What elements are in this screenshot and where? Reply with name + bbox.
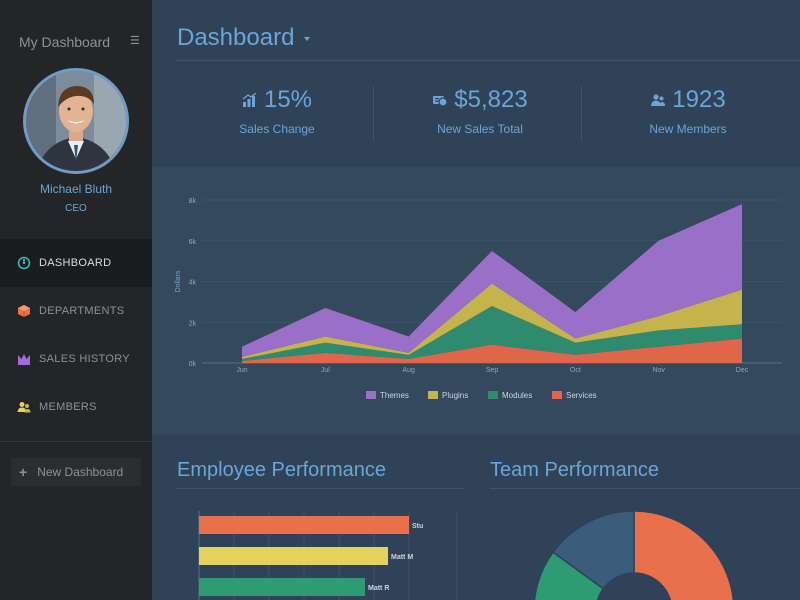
y-tick-label: 6k	[189, 239, 197, 246]
employee-bar[interactable]	[199, 578, 365, 596]
x-tick-label: Aug	[402, 367, 415, 374]
sidebar-item-label: DASHBOARD	[39, 257, 112, 269]
crown-icon	[17, 352, 31, 366]
employee-performance-title: Employee Performance	[177, 459, 386, 481]
legend-label: Services	[566, 391, 597, 400]
bar-label: Matt M	[391, 554, 413, 561]
legend-label: Plugins	[442, 391, 468, 400]
stat-value: $5,823	[454, 86, 528, 113]
y-tick-label: 2k	[189, 320, 197, 327]
area-series-themes[interactable]	[242, 204, 742, 357]
employee-bar[interactable]	[199, 547, 388, 565]
legend-swatch	[488, 391, 498, 399]
stat-sales-change: 15% Sales Change	[177, 70, 377, 162]
x-tick-label: Jul	[321, 367, 330, 374]
page-title[interactable]: Dashboard	[177, 24, 295, 51]
legend-label: Modules	[502, 391, 532, 400]
sidebar-nav: DASHBOARD DEPARTMENTS SALES HISTORY MEMB…	[0, 239, 152, 431]
section-divider	[177, 488, 464, 489]
hamburger-icon[interactable]: ☰	[130, 35, 140, 47]
bar-label: Matt R	[368, 585, 389, 592]
area-series-services[interactable]	[242, 338, 742, 363]
legend-label: Themes	[380, 391, 409, 400]
donut-slice[interactable]	[552, 510, 635, 590]
stats-row: 15% Sales Change $5,823 New Sales Total	[177, 70, 800, 162]
employee-bar[interactable]	[199, 516, 409, 534]
sales-area-chart[interactable]: 0k 2k 4k 6k 8k Jun Jul Aug Sep Oct Nov Dec Dollars Th…	[152, 167, 800, 435]
money-icon	[432, 93, 448, 107]
area-series-modules[interactable]	[242, 305, 742, 361]
sidebar-item-departments[interactable]: DEPARTMENTS	[0, 287, 152, 335]
dashboard-icon	[17, 256, 31, 270]
sidebar-item-dashboard[interactable]: DASHBOARD	[0, 239, 152, 287]
performance-section: Employee Performance Stu Matt M Matt R Tea…	[152, 435, 800, 600]
stat-new-members: 1923 New Members	[583, 70, 793, 162]
title-divider	[177, 60, 800, 61]
stat-value: 1923	[672, 86, 726, 113]
user-name: Michael Bluth	[39, 182, 113, 196]
sidebar-item-label: SALES HISTORY	[39, 353, 130, 365]
x-tick-label: Jun	[236, 367, 247, 374]
stat-value: 15%	[263, 86, 313, 113]
area-series-plugins[interactable]	[242, 283, 742, 359]
stat-divider	[581, 86, 582, 142]
donut-slice[interactable]	[633, 510, 735, 600]
legend-swatch	[428, 391, 438, 399]
members-icon	[17, 400, 31, 414]
x-tick-label: Oct	[570, 367, 581, 374]
main-content: Dashboard 15% Sales Change $5,8	[152, 0, 800, 600]
app-title: My Dashboard	[19, 34, 111, 50]
sidebar-item-sales-history[interactable]: SALES HISTORY	[0, 335, 152, 383]
stat-divider	[373, 86, 374, 142]
bar-label: Stu	[412, 523, 423, 530]
x-tick-label: Sep	[486, 367, 499, 374]
sidebar-item-label: MEMBERS	[39, 401, 97, 413]
user-role: CEO	[65, 203, 87, 214]
legend-swatch	[552, 391, 562, 399]
stat-label: Sales Change	[239, 122, 315, 136]
plus-icon: +	[19, 464, 28, 480]
x-tick-label: Nov	[652, 367, 665, 374]
bar-chart-icon	[242, 93, 258, 107]
sales-chart-panel: 0k 2k 4k 6k 8k Jun Jul Aug Sep Oct Nov Dec Dollars Th…	[152, 167, 800, 435]
employee-performance-chart[interactable]: Stu Matt M Matt R	[177, 501, 467, 600]
sidebar-item-members[interactable]: MEMBERS	[0, 383, 152, 431]
y-tick-label: 0k	[189, 361, 197, 368]
stat-new-sales-total: $5,823 New Sales Total	[375, 70, 585, 162]
legend-swatch	[366, 391, 376, 399]
y-tick-label: 8k	[189, 198, 197, 205]
team-performance-title: Team Performance	[490, 459, 659, 481]
new-dashboard-label: New Dashboard	[37, 465, 124, 479]
sidebar: My Dashboard ☰ Michael Bluth CEO	[0, 0, 152, 600]
stat-label: New Sales Total	[437, 122, 523, 136]
team-performance-chart[interactable]: SalesSupport	[490, 501, 800, 600]
sidebar-item-label: DEPARTMENTS	[39, 305, 125, 317]
avatar[interactable]	[23, 68, 129, 174]
x-tick-label: Dec	[736, 367, 749, 374]
cube-icon	[17, 304, 31, 318]
y-axis-label: Dollars	[175, 270, 182, 292]
stat-label: New Members	[649, 122, 727, 136]
sidebar-divider	[0, 441, 152, 442]
members-icon	[650, 93, 666, 107]
new-dashboard-button[interactable]: + New Dashboard	[11, 458, 141, 486]
y-tick-label: 4k	[189, 280, 197, 287]
section-divider	[490, 488, 800, 489]
sidebar-header: My Dashboard ☰	[0, 0, 152, 86]
caret-down-icon[interactable]	[304, 37, 310, 41]
